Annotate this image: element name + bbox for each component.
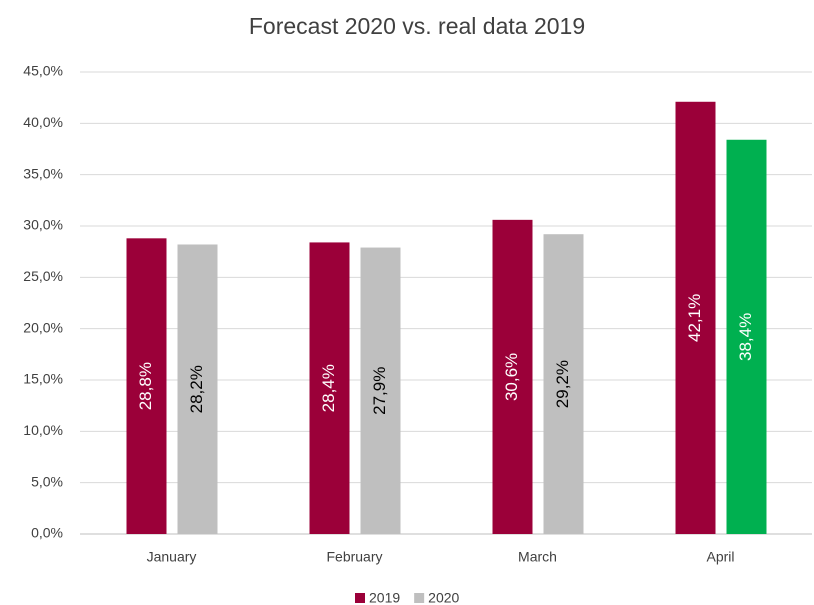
data-label: 42,1% — [685, 294, 704, 342]
data-label: 30,6% — [502, 353, 521, 401]
data-label: 29,2% — [553, 360, 572, 408]
bar — [726, 139, 767, 534]
y-tick-label: 15,0% — [23, 371, 63, 387]
bar — [675, 101, 716, 535]
legend-label: 2019 — [369, 590, 400, 605]
bar — [492, 219, 533, 534]
data-label: 28,2% — [187, 365, 206, 413]
bar — [309, 242, 350, 534]
legend-label: 2020 — [428, 590, 459, 605]
bar — [177, 244, 218, 535]
y-tick-label: 45,0% — [23, 63, 63, 79]
x-tick-label: March — [518, 549, 557, 565]
y-tick-label: 30,0% — [23, 217, 63, 233]
bar — [360, 247, 401, 534]
legend-swatch — [355, 593, 365, 603]
y-tick-label: 0,0% — [31, 525, 63, 541]
y-tick-label: 20,0% — [23, 319, 63, 335]
data-label: 38,4% — [736, 313, 755, 361]
bar — [543, 234, 584, 535]
y-tick-label: 25,0% — [23, 268, 63, 284]
data-label: 28,8% — [136, 362, 155, 410]
y-tick-label: 35,0% — [23, 165, 63, 181]
y-tick-label: 40,0% — [23, 114, 63, 130]
chart-title: Forecast 2020 vs. real data 2019 — [249, 13, 585, 39]
data-label: 27,9% — [370, 367, 389, 415]
y-tick-label: 10,0% — [23, 422, 63, 438]
data-label: 28,4% — [319, 364, 338, 412]
legend-swatch — [414, 593, 425, 603]
x-tick-label: February — [326, 549, 382, 565]
bar — [126, 238, 167, 534]
y-tick-label: 5,0% — [31, 473, 63, 489]
x-tick-label: April — [706, 549, 734, 565]
x-tick-label: January — [147, 549, 197, 565]
